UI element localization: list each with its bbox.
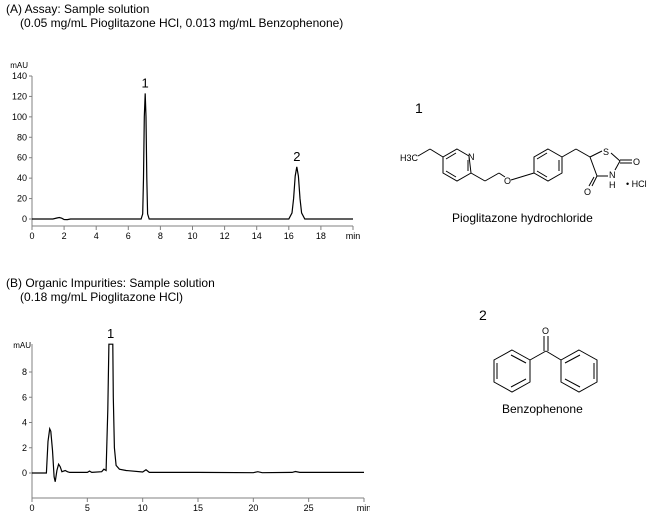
panel-b-title: (B) Organic Impurities: Sample solution xyxy=(6,276,215,290)
atom-label: H3C xyxy=(400,153,419,163)
y-tick-label: 20 xyxy=(17,194,27,204)
y-tick-label: 0 xyxy=(22,214,27,224)
x-tick-label: 10 xyxy=(187,231,197,241)
chromatogram-trace xyxy=(32,93,353,221)
compound-2-number: 2 xyxy=(479,307,487,323)
x-tick-label: 5 xyxy=(85,503,90,513)
y-tick-label: 4 xyxy=(22,418,27,428)
atom-label: N xyxy=(609,170,616,180)
chromatogram-a: 0 2 4 6 8 10 12 14 16 18 min020406080100120140mAU1… xyxy=(10,61,361,241)
x-tick-label: 8 xyxy=(158,231,163,241)
chromatogram-b: 0 5 10 15 20 25 min 0 2 4 6 8 mAU 1 xyxy=(13,326,370,513)
y-tick-label: 120 xyxy=(12,91,27,101)
y-tick-label: 0 xyxy=(22,468,27,478)
atom-label: N xyxy=(468,152,475,162)
x-tick-label: 14 xyxy=(252,231,262,241)
atom-label: O xyxy=(584,187,591,197)
peak-label: 1 xyxy=(107,326,114,341)
x-tick-label: 18 xyxy=(316,231,326,241)
y-tick-label: 6 xyxy=(22,392,27,402)
compound-1-number: 1 xyxy=(415,100,423,116)
x-tick-label: 25 xyxy=(304,503,314,513)
atom-label: O xyxy=(504,176,511,186)
x-tick-label: 20 xyxy=(248,503,258,513)
panel-a-title: (A) Assay: Sample solution xyxy=(6,2,150,16)
y-tick-label: 8 xyxy=(22,367,27,377)
atom-label: O xyxy=(542,326,549,336)
y-axis-label: mAU xyxy=(13,341,31,350)
y-tick-label: 140 xyxy=(12,71,27,81)
x-tick-label: 10 xyxy=(138,503,148,513)
panel-b-subtitle: (0.18 mg/mL Pioglitazone HCl) xyxy=(20,290,183,304)
x-tick-label: 15 xyxy=(193,503,203,513)
atom-label: • HCl xyxy=(626,179,647,189)
y-tick-label: 100 xyxy=(12,112,27,122)
y-tick-label: 80 xyxy=(17,132,27,142)
x-tick-label: 12 xyxy=(220,231,230,241)
x-tick-label: 6 xyxy=(126,231,131,241)
atom-label: S xyxy=(603,147,609,157)
compound-2-name: Benzophenone xyxy=(502,402,583,416)
panel-a-subtitle: (0.05 mg/mL Pioglitazone HCl, 0.013 mg/m… xyxy=(20,16,344,30)
x-tick-label: 2 xyxy=(62,231,67,241)
y-tick-label: 2 xyxy=(22,443,27,453)
y-tick-label: 40 xyxy=(17,173,27,183)
atom-label: H xyxy=(609,180,616,190)
peak-label: 2 xyxy=(293,149,300,164)
x-tick-label: 0 xyxy=(29,503,34,513)
peak-label: 1 xyxy=(142,75,149,90)
x-tick-label: min xyxy=(357,503,370,513)
x-tick-label: 0 xyxy=(29,231,34,241)
x-tick-label: min xyxy=(346,231,361,241)
x-tick-label: 4 xyxy=(94,231,99,241)
chromatogram-trace xyxy=(32,343,364,482)
y-tick-label: 60 xyxy=(17,153,27,163)
atom-label: O xyxy=(633,157,640,167)
y-axis-label: mAU xyxy=(10,61,28,70)
compound-1-name: Pioglitazone hydrochloride xyxy=(452,211,593,225)
x-tick-label: 16 xyxy=(284,231,294,241)
